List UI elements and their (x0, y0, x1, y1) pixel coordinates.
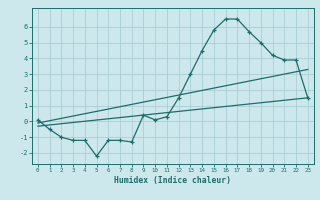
X-axis label: Humidex (Indice chaleur): Humidex (Indice chaleur) (114, 176, 231, 185)
